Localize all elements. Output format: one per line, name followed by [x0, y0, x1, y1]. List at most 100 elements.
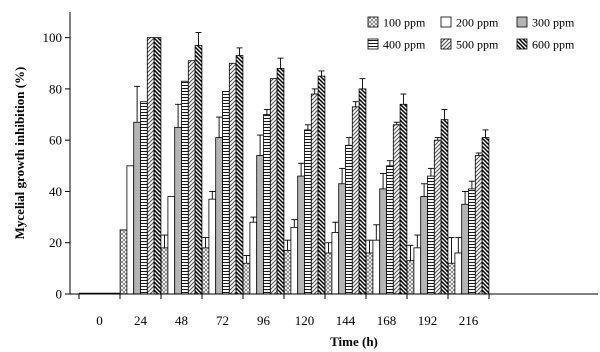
legend-label: 500 ppm: [456, 38, 499, 52]
x-tick-label: 120: [295, 313, 315, 328]
bar: [133, 121, 141, 295]
x-tick-label: 48: [175, 313, 188, 328]
y-axis-ticks: 0 20 40 60 80 100: [43, 30, 70, 302]
bar: [454, 252, 463, 295]
bar-series: [79, 32, 490, 295]
y-tick-label: 40: [49, 184, 62, 199]
legend-swatch: [516, 38, 528, 50]
error-bar: [441, 108, 448, 120]
error-bar: [427, 167, 434, 177]
x-tick-label: 72: [216, 313, 229, 328]
error-bar: [311, 88, 318, 95]
legend-item: 600 ppm: [516, 38, 575, 52]
bar: [215, 137, 223, 295]
bar: [392, 124, 401, 295]
y-tick-label: 0: [56, 287, 63, 302]
legend-label: 200 ppm: [456, 16, 499, 30]
bar: [461, 203, 469, 295]
error-bar: [257, 134, 264, 156]
error-bar: [359, 78, 366, 89]
error-bar: [380, 173, 387, 189]
bar: [208, 198, 217, 295]
error-bar: [407, 244, 414, 261]
error-bar: [332, 221, 339, 233]
bar: [126, 165, 135, 295]
bar: [440, 119, 449, 295]
bar: [187, 60, 196, 295]
bar: [379, 188, 387, 295]
bar: [338, 183, 346, 295]
error-bar: [386, 160, 393, 166]
error-bar: [366, 239, 373, 253]
bar: [427, 175, 435, 295]
x-tick-label: 168: [377, 313, 397, 328]
error-bar: [161, 234, 168, 248]
legend-swatch: [516, 16, 528, 28]
bar: [167, 196, 176, 295]
bar: [331, 232, 340, 295]
error-bar: [462, 191, 469, 205]
error-bar: [175, 103, 182, 128]
error-bar: [318, 70, 325, 77]
error-bar: [414, 234, 421, 248]
legend: 100 ppm 200 ppm 300 ppm 400 ppm 500 ppm 600 p…: [367, 16, 575, 52]
error-bar: [468, 180, 475, 189]
axes: [69, 12, 598, 295]
bar: [297, 175, 305, 295]
bar: [399, 103, 408, 295]
bar: [324, 252, 333, 295]
bar: [276, 68, 285, 295]
bar: [481, 137, 490, 295]
y-tick-label: 100: [43, 30, 63, 45]
y-axis-title: Mycelial growth inhibition (%): [12, 67, 27, 240]
error-bar: [373, 224, 380, 241]
y-tick-label: 80: [49, 81, 62, 96]
error-bar: [202, 237, 209, 248]
error-bar: [209, 191, 216, 200]
legend-item: 300 ppm: [516, 16, 575, 30]
bar: [433, 139, 442, 295]
bar: [119, 229, 128, 295]
bar: [317, 75, 326, 295]
bar: [345, 144, 353, 295]
bar: [310, 93, 319, 295]
bar: [228, 62, 237, 295]
series-backdiagonal: [153, 32, 490, 295]
error-bar: [400, 93, 407, 105]
bar: [174, 126, 182, 295]
legend-swatch: [367, 16, 379, 28]
error-bar: [243, 255, 250, 264]
bar: [413, 247, 422, 295]
bar: [269, 78, 278, 295]
bar: [351, 106, 360, 295]
bar: [474, 155, 483, 295]
error-bar: [345, 137, 352, 146]
bar: [283, 250, 292, 295]
error-bar: [195, 32, 202, 46]
bar: [304, 129, 312, 295]
error-bar: [448, 237, 455, 264]
bar: [181, 80, 189, 295]
legend-label: 300 ppm: [532, 16, 575, 30]
x-tick-label: 96: [257, 313, 271, 328]
bar: [256, 155, 264, 295]
legend-label: 100 ppm: [383, 16, 426, 30]
bar: [386, 165, 394, 295]
error-bar: [298, 162, 305, 177]
bar: [222, 91, 230, 295]
error-bar: [434, 137, 441, 141]
bar: [420, 196, 428, 295]
bar: [140, 101, 148, 295]
legend-item: 200 ppm: [440, 16, 499, 30]
error-bar: [216, 116, 223, 138]
x-axis-ticks: 0 24 48 72 96 120 144 168 192 216: [78, 294, 490, 328]
y-tick-label: 20: [49, 235, 62, 250]
x-tick-label: 192: [418, 313, 438, 328]
bar: [290, 226, 299, 295]
bar: [160, 247, 169, 295]
error-bar: [339, 167, 346, 184]
bar: [146, 37, 155, 295]
error-bar: [250, 216, 257, 223]
bar: [194, 44, 203, 295]
x-tick-label: 144: [336, 313, 356, 328]
